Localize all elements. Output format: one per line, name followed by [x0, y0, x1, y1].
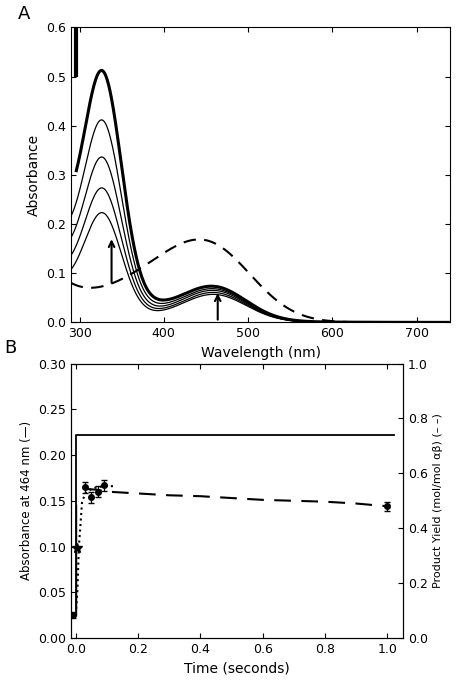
- X-axis label: Time (seconds): Time (seconds): [184, 661, 290, 676]
- Y-axis label: Product Yield (mol/mol αβ) (– –): Product Yield (mol/mol αβ) (– –): [433, 414, 443, 588]
- Y-axis label: Absorbance: Absorbance: [27, 134, 41, 216]
- Text: A: A: [18, 5, 30, 23]
- X-axis label: Wavelength (nm): Wavelength (nm): [201, 346, 321, 360]
- Y-axis label: Absorbance at 464 nm (—): Absorbance at 464 nm (—): [20, 421, 33, 580]
- Text: B: B: [5, 339, 17, 357]
